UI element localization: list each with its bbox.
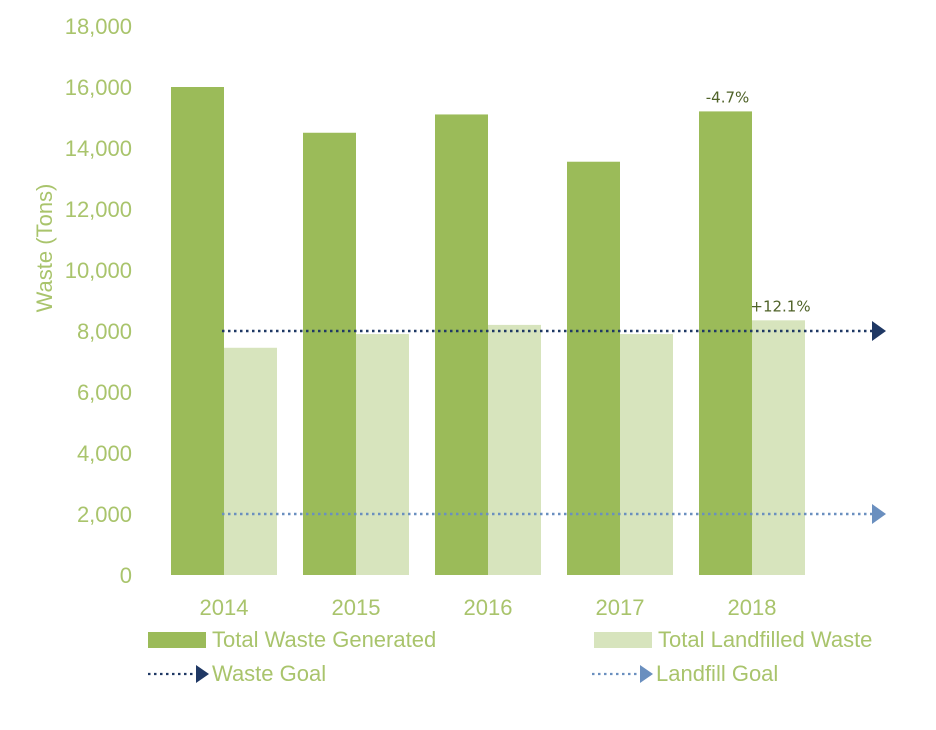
goal-arrow-waste-goal xyxy=(872,321,886,341)
bar-total-landfilled-waste-2017 xyxy=(620,334,673,575)
bar-total-landfilled-waste-2015 xyxy=(356,334,409,575)
x-tick-label: 2016 xyxy=(464,595,513,620)
y-tick-label: 8,000 xyxy=(77,319,132,344)
x-axis: 2014 2015 2016 2017 2018 xyxy=(200,595,777,620)
legend-label-landfilled-waste: Total Landfilled Waste xyxy=(658,627,873,652)
y-tick-label: 0 xyxy=(120,563,132,588)
x-tick-label: 2015 xyxy=(332,595,381,620)
bar-total-landfilled-waste-2018 xyxy=(752,320,805,575)
bars xyxy=(171,87,805,576)
legend-item-total-waste: Total Waste Generated xyxy=(148,627,436,653)
y-tick-label: 10,000 xyxy=(65,258,132,283)
x-tick-label: 2017 xyxy=(596,595,645,620)
y-axis-label: Waste (Tons) xyxy=(32,184,57,313)
y-tick-label: 12,000 xyxy=(65,197,132,222)
x-tick-label: 2018 xyxy=(728,595,777,620)
bar-total-waste-generated-2017 xyxy=(567,161,620,575)
y-tick-label: 4,000 xyxy=(77,441,132,466)
legend-swatch-landfilled-waste xyxy=(594,632,652,648)
goal-arrow-landfill-goal xyxy=(872,504,886,524)
legend-arrow-landfill-goal xyxy=(592,665,653,683)
x-tick-label: 2014 xyxy=(200,595,249,620)
goal-lines xyxy=(222,321,886,524)
y-tick-label: 14,000 xyxy=(65,136,132,161)
bar-total-waste-generated-2015 xyxy=(303,132,356,575)
legend-item-waste-goal: Waste Goal xyxy=(146,661,326,687)
legend-label-waste-goal: Waste Goal xyxy=(212,661,327,686)
bar-total-landfilled-waste-2014 xyxy=(224,347,277,575)
y-axis: 0 2,000 4,000 6,000 8,000 10,000 12,000 14,000 1… xyxy=(65,14,132,588)
annotation-label: -4.7% xyxy=(706,88,750,106)
y-tick-label: 16,000 xyxy=(65,75,132,100)
y-tick-label: 2,000 xyxy=(77,502,132,527)
bar-total-landfilled-waste-2016 xyxy=(488,324,541,575)
annotation-label: +12.1% xyxy=(750,297,810,315)
y-tick-label: 18,000 xyxy=(65,14,132,39)
legend-label-landfill-goal: Landfill Goal xyxy=(656,661,779,686)
y-tick-label: 6,000 xyxy=(77,380,132,405)
legend-item-landfilled-waste: Total Landfilled Waste xyxy=(594,627,872,653)
legend-arrow-waste-goal xyxy=(148,665,209,683)
legend-label-total-waste: Total Waste Generated xyxy=(212,627,437,652)
bar-total-waste-generated-2016 xyxy=(435,114,488,575)
legend-swatch-total-waste xyxy=(148,632,206,648)
annotations: -4.7% +12.1% xyxy=(706,88,811,315)
legend-item-landfill-goal: Landfill Goal xyxy=(590,661,778,687)
bar-total-waste-generated-2014 xyxy=(171,87,224,575)
bar-total-waste-generated-2018 xyxy=(699,111,752,576)
